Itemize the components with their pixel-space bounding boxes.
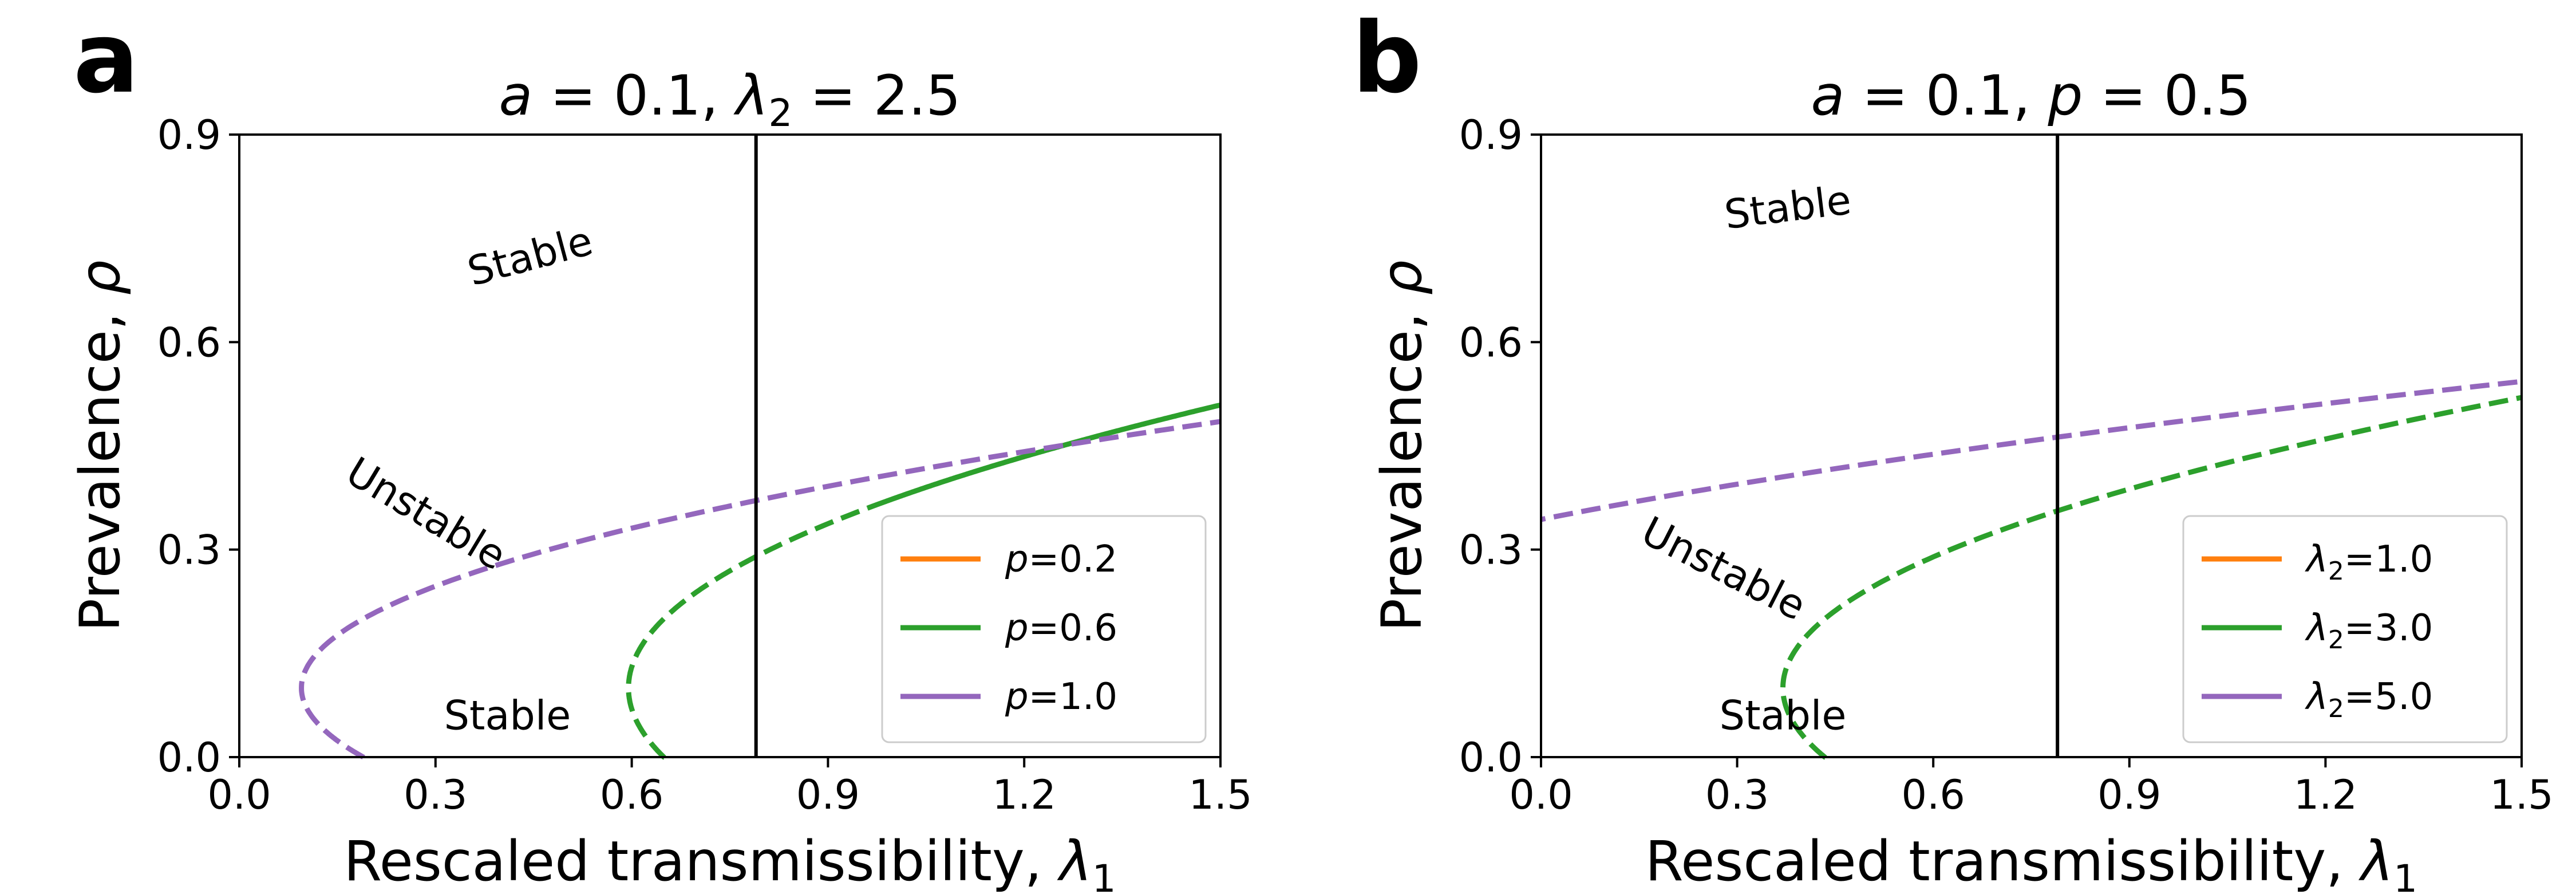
legend-label: p=1.0 <box>1005 676 1117 718</box>
x-tick-label: 0.0 <box>1509 771 1573 818</box>
legend-label: λ2=3.0 <box>2305 607 2433 655</box>
y-tick-label: 0.3 <box>1459 527 1523 574</box>
annotation-unstable: Unstable <box>338 448 514 580</box>
y-axis-label: Prevalence, ρ <box>68 260 132 632</box>
title-value: = 0.5 <box>2083 64 2251 128</box>
legend: p=0.2p=0.6p=1.0 <box>881 515 1207 743</box>
chart-title: a = 0.1, p = 0.5 <box>1811 64 2251 128</box>
legend-value: =3.0 <box>2344 607 2433 649</box>
title-symbol: a <box>1811 64 1844 128</box>
title-value: = 0.1, <box>1844 64 2048 128</box>
x-axis-label-text: Rescaled transmissibility, <box>343 829 1059 893</box>
y-axis-label-text: Prevalence, <box>68 295 132 632</box>
legend-value: =1.0 <box>1029 676 1117 718</box>
title-subscript: 2 <box>768 91 792 135</box>
x-axis-label-symbol: λ <box>1057 829 1092 893</box>
x-tick-label: 1.2 <box>2294 771 2357 818</box>
legend: λ2=1.0λ2=3.0λ2=5.0 <box>2182 515 2508 743</box>
x-tick-label: 1.2 <box>993 771 1056 818</box>
legend-symbol: λ <box>2305 676 2328 718</box>
annotation-stable: Stable <box>1722 176 1854 238</box>
title-value: = 2.5 <box>792 64 961 128</box>
legend-value: =5.0 <box>2344 676 2433 718</box>
axes-frame <box>238 133 1222 758</box>
x-tick-label: 0.9 <box>796 771 860 818</box>
legend-subscript: 2 <box>2328 557 2344 586</box>
panel-letter: b <box>1352 2 1422 115</box>
legend-value: =0.6 <box>1029 607 1117 649</box>
x-axis-label-subscript: 1 <box>1092 857 1116 894</box>
x-axis-label-text: Rescaled transmissibility, <box>1645 829 2361 893</box>
legend-label: p=0.6 <box>1005 607 1117 649</box>
y-tick-label: 0.3 <box>157 527 221 574</box>
legend-box <box>881 515 1207 743</box>
x-axis-label: Rescaled transmissibility, λ1 <box>343 829 1116 894</box>
series-stable-branch <box>866 402 1220 511</box>
y-axis-label-symbol: ρ <box>1370 260 1434 295</box>
y-tick-label: 0.6 <box>1459 319 1523 366</box>
chart-title: a = 0.1, λ2 = 2.5 <box>499 64 961 135</box>
x-tick-label: 1.5 <box>1188 771 1252 818</box>
x-tick-label: 1.5 <box>2490 771 2553 818</box>
x-axis-label-subscript: 1 <box>2393 857 2417 894</box>
x-tick-label: 0.3 <box>404 771 467 818</box>
series-unstable-branch <box>1780 395 2522 760</box>
annotation-stable: Stable <box>444 692 571 739</box>
y-tick-label: 0.9 <box>157 112 221 159</box>
legend-symbol: λ <box>2305 538 2328 581</box>
legend-subscript: 2 <box>2328 625 2344 655</box>
x-tick-label: 0.6 <box>1902 771 1965 818</box>
y-tick-label: 0.0 <box>1459 734 1523 781</box>
legend-box <box>2182 515 2508 743</box>
y-axis-label-symbol: ρ <box>68 260 132 295</box>
x-tick-label: 0.3 <box>1705 771 1769 818</box>
series-stable-branch <box>2519 395 2522 400</box>
x-tick-label: 0.0 <box>207 771 271 818</box>
legend-value: =1.0 <box>2344 538 2433 581</box>
panel-letter: a <box>73 2 139 115</box>
legend-label: λ2=5.0 <box>2305 676 2433 723</box>
y-tick-label: 0.6 <box>157 319 221 366</box>
x-axis-label-symbol: λ <box>2358 829 2393 893</box>
x-tick-label: 0.9 <box>2097 771 2161 818</box>
legend-label: λ2=1.0 <box>2305 538 2433 586</box>
annotation-stable: Stable <box>463 217 597 296</box>
panel-b: b a = 0.1, p = 0.5 0.0 0.3 0.6 0.9 1.2 1.5 0.0 0.… <box>1352 2 2554 894</box>
series-stable-branch <box>2521 379 2522 381</box>
x-axis-label: Rescaled transmissibility, λ1 <box>1645 829 2417 894</box>
annotation-stable: Stable <box>1720 692 1847 739</box>
y-axis-label: Prevalence, ρ <box>1370 260 1434 632</box>
legend-symbol: p <box>1005 538 1029 581</box>
legend-value: =0.2 <box>1029 538 1117 581</box>
title-value: = 0.1, <box>532 64 736 128</box>
series-unstable-branch <box>626 505 869 760</box>
title-symbol: a <box>499 64 533 128</box>
title-symbol: p <box>2047 64 2083 128</box>
axes-frame <box>1540 133 2523 758</box>
legend-symbol: λ <box>2305 607 2328 649</box>
y-tick-label: 0.9 <box>1459 112 1523 159</box>
legend-symbol: p <box>1005 607 1029 649</box>
series-unstable-branch <box>299 419 1220 760</box>
legend-label: p=0.2 <box>1005 538 1117 581</box>
legend-symbol: p <box>1005 676 1029 718</box>
annotation-unstable: Unstable <box>1634 507 1814 630</box>
title-symbol: λ <box>733 64 769 128</box>
y-axis-label-text: Prevalence, <box>1370 295 1434 632</box>
y-tick-label: 0.0 <box>157 734 221 781</box>
x-tick-label: 0.6 <box>600 771 663 818</box>
legend-subscript: 2 <box>2328 694 2344 723</box>
